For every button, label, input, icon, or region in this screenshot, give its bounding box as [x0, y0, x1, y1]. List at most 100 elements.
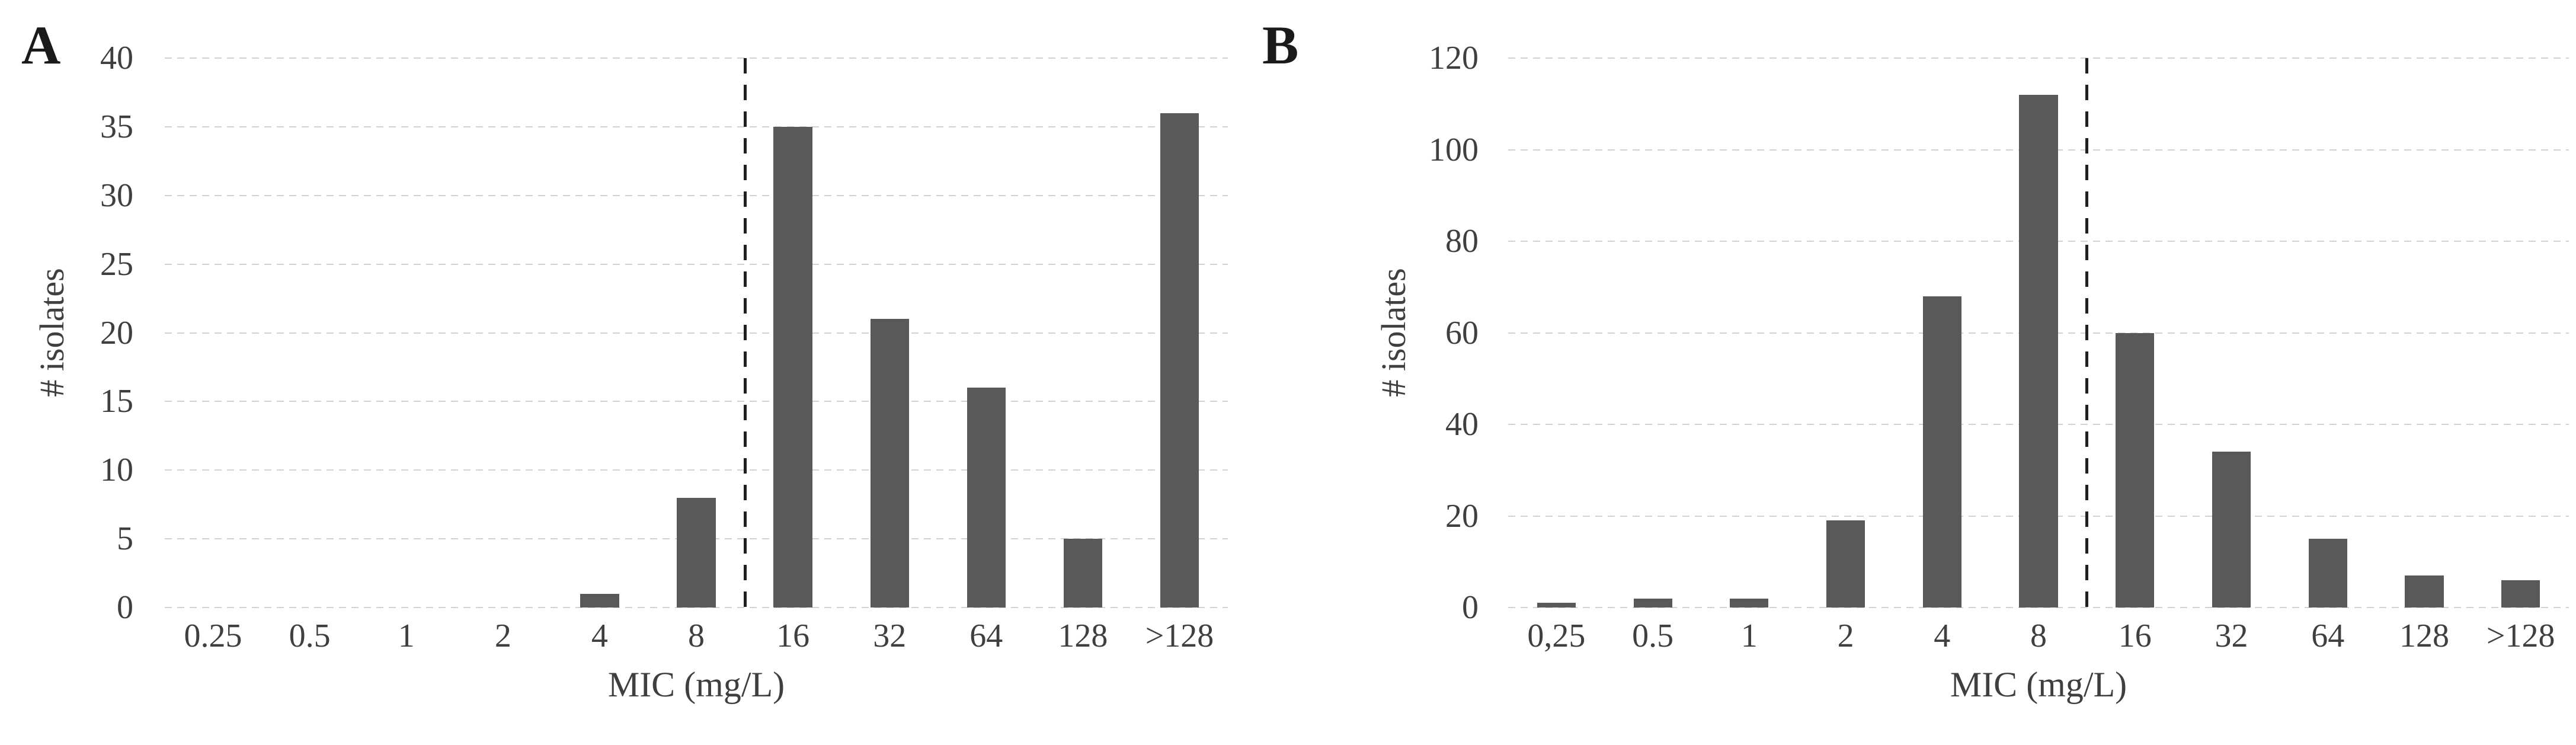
bar-slot-16: [745, 58, 841, 607]
bar-slot-4: [1894, 58, 1991, 607]
panel-b-letter: B: [1262, 15, 1299, 75]
panel-a-x-tick-labels: 0.25 0.5 1 2 4 8 16 32 64 128 >128: [165, 618, 1228, 655]
x-tick-label: 16: [2118, 618, 2152, 654]
x-tick-label: 2: [494, 618, 511, 654]
gridline: [165, 607, 1228, 608]
y-tick-label: 100: [1429, 131, 1479, 168]
x-tick-label: 32: [2215, 618, 2248, 654]
x-tick-label: 128: [2399, 618, 2449, 654]
bar-slot-32: [841, 58, 938, 607]
x-tick-label: 16: [776, 618, 810, 654]
y-tick-label: 0: [117, 589, 133, 626]
cutoff-dashed-line: [2085, 58, 2089, 607]
y-tick-label: 20: [1445, 497, 1479, 535]
bar: [2308, 539, 2347, 607]
x-tick-label: 1: [398, 618, 415, 654]
y-tick-label: 0: [1462, 589, 1479, 626]
x-tick-label: 64: [2311, 618, 2345, 654]
gridline: [165, 263, 1228, 265]
bar-slot-2: [1797, 58, 1894, 607]
y-tick-label: 80: [1445, 223, 1479, 260]
panel-b-plot-area: [1508, 57, 2569, 608]
bar-series: [165, 58, 1228, 607]
y-tick-label: 15: [100, 383, 133, 420]
y-tick-label: 10: [100, 452, 133, 489]
x-tick-label: >128: [2486, 618, 2555, 654]
gridline: [165, 332, 1228, 334]
bar: [1826, 520, 1865, 607]
panel-b-x-axis-title: MIC (mg/L): [1950, 665, 2127, 704]
panel-a-plot-area: [165, 57, 1228, 608]
bar: [2212, 452, 2251, 607]
x-tick-label: 0.5: [1632, 618, 1674, 654]
y-tick-label: 20: [100, 314, 133, 351]
bar-slot->128: [2472, 58, 2569, 607]
cutoff-dashed-line: [743, 58, 747, 607]
bar: [2019, 94, 2058, 607]
bar-slot-0.5: [1605, 58, 1701, 607]
x-tick-label: 0.5: [289, 618, 331, 654]
bar-slot-8: [648, 58, 744, 607]
y-tick-label: 5: [117, 520, 133, 558]
bar: [580, 593, 619, 607]
bar: [2405, 575, 2444, 607]
y-tick-label: 35: [100, 108, 133, 145]
panel-b-x-tick-labels: 0,25 0.5 1 2 4 8 16 32 64 128 >128: [1508, 618, 2569, 655]
bar: [1063, 539, 1102, 607]
bar-slot-1: [1701, 58, 1797, 607]
panel-a-y-tick-labels: 0 5 10 15 20 25 30 35 40: [0, 41, 133, 624]
x-tick-label: 4: [1934, 618, 1951, 654]
bar: [1537, 603, 1576, 607]
gridline: [165, 469, 1228, 471]
x-tick-label: 128: [1058, 618, 1108, 654]
x-tick-label: 0.25: [184, 618, 242, 654]
bar: [1160, 113, 1199, 607]
x-tick-label: 1: [1740, 618, 1758, 654]
bar-slot-4: [551, 58, 648, 607]
y-tick-label: 40: [100, 40, 133, 76]
bar: [1922, 296, 1961, 607]
y-tick-label: 120: [1429, 40, 1479, 76]
bar-series: [1508, 58, 2569, 607]
y-tick-label: 40: [1445, 406, 1479, 443]
bar-slot-16: [2087, 58, 2183, 607]
bar-slot->128: [1131, 58, 1228, 607]
panel-b-y-tick-labels: 0 20 40 60 80 100 120: [1345, 41, 1479, 624]
bar-slot-128: [1035, 58, 1131, 607]
bar: [2116, 332, 2155, 607]
bar-slot-0,25: [1508, 58, 1605, 607]
bar-slot-32: [2183, 58, 2280, 607]
bar: [967, 388, 1006, 607]
y-tick-label: 25: [100, 245, 133, 283]
gridline: [1508, 607, 2569, 608]
y-tick-label: 30: [100, 177, 133, 214]
gridline: [165, 194, 1228, 196]
bar: [1633, 598, 1672, 607]
bar: [1730, 598, 1769, 607]
panel-a-letter: A: [21, 15, 61, 75]
x-tick-label: 0,25: [1527, 618, 1586, 654]
gridline: [165, 126, 1228, 127]
x-tick-label: 64: [969, 618, 1003, 654]
gridline: [165, 57, 1228, 59]
bar: [870, 319, 909, 607]
bar: [677, 497, 716, 607]
x-tick-label: >128: [1145, 618, 1214, 654]
x-tick-label: 8: [2030, 618, 2047, 654]
bar-slot-64: [938, 58, 1035, 607]
panel-a-x-axis-title: MIC (mg/L): [607, 665, 785, 704]
bar-slot-8: [1991, 58, 2087, 607]
y-tick-label: 60: [1445, 314, 1479, 351]
x-tick-label: 2: [1837, 618, 1854, 654]
x-tick-label: 4: [591, 618, 608, 654]
x-tick-label: 8: [688, 618, 705, 654]
bar: [773, 126, 812, 607]
bar-slot-64: [2280, 58, 2376, 607]
bar-slot-128: [2376, 58, 2473, 607]
gridline: [165, 401, 1228, 402]
bar: [2501, 580, 2540, 607]
gridline: [1508, 57, 2569, 59]
